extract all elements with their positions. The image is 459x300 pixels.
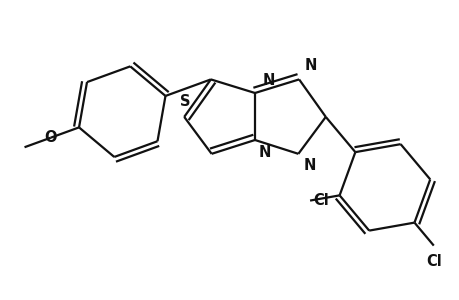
Text: N: N [302, 158, 315, 173]
Text: S: S [179, 94, 190, 109]
Text: O: O [45, 130, 57, 145]
Text: Cl: Cl [425, 254, 441, 268]
Text: Cl: Cl [313, 193, 328, 208]
Text: N: N [303, 58, 316, 74]
Text: N: N [258, 145, 271, 160]
Text: N: N [263, 73, 275, 88]
